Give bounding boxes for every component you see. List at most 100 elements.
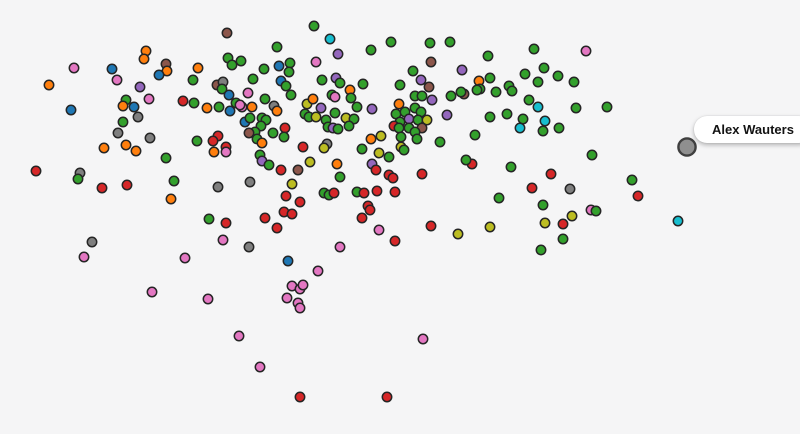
scatter-dot[interactable] xyxy=(213,101,225,113)
scatter-dot[interactable] xyxy=(280,190,292,202)
scatter-dot[interactable] xyxy=(223,89,235,101)
scatter-dot[interactable] xyxy=(201,102,213,114)
scatter-dot[interactable] xyxy=(365,44,377,56)
scatter-dot[interactable] xyxy=(120,139,132,151)
scatter-dot[interactable] xyxy=(423,81,435,93)
scatter-dot[interactable] xyxy=(506,85,518,97)
scatter-dot[interactable] xyxy=(279,122,291,134)
scatter-dot[interactable] xyxy=(98,142,110,154)
scatter-dot[interactable] xyxy=(68,62,80,74)
scatter-dot[interactable] xyxy=(130,145,142,157)
scatter-dot[interactable] xyxy=(471,84,483,96)
scatter-dot[interactable] xyxy=(381,391,393,403)
scatter-dot[interactable] xyxy=(242,87,254,99)
scatter-dot[interactable] xyxy=(566,210,578,222)
scatter-dot[interactable] xyxy=(334,241,346,253)
scatter-dot[interactable] xyxy=(226,59,238,71)
scatter-dot[interactable] xyxy=(267,127,279,139)
scatter-dot[interactable] xyxy=(365,133,377,145)
scatter-dot[interactable] xyxy=(407,65,419,77)
scatter-dot[interactable] xyxy=(283,66,295,78)
scatter-dot[interactable] xyxy=(216,83,228,95)
scatter-dot[interactable] xyxy=(537,199,549,211)
scatter-dot[interactable] xyxy=(505,161,517,173)
scatter-dot[interactable] xyxy=(281,292,293,304)
scatter-dot[interactable] xyxy=(117,116,129,128)
scatter-dot[interactable] xyxy=(580,45,592,57)
scatter-dot[interactable] xyxy=(121,179,133,191)
scatter-dot[interactable] xyxy=(358,187,370,199)
scatter-dot[interactable] xyxy=(254,361,266,373)
scatter-dot[interactable] xyxy=(538,62,550,74)
scatter-dot[interactable] xyxy=(456,64,468,76)
scatter-dot[interactable] xyxy=(411,133,423,145)
scatter-dot[interactable] xyxy=(564,183,576,195)
scatter-dot[interactable] xyxy=(393,122,405,134)
scatter-dot[interactable] xyxy=(78,251,90,263)
scatter-dot[interactable] xyxy=(271,222,283,234)
scatter-dot[interactable] xyxy=(65,104,77,116)
scatter-dot[interactable] xyxy=(385,36,397,48)
scatter-dot[interactable] xyxy=(247,73,259,85)
scatter-dot[interactable] xyxy=(373,224,385,236)
scatter-dot[interactable] xyxy=(244,176,256,188)
scatter-dot[interactable] xyxy=(343,120,355,132)
scatter-dot[interactable] xyxy=(425,56,437,68)
scatter-dot[interactable] xyxy=(117,100,129,112)
scatter-dot[interactable] xyxy=(177,95,189,107)
scatter-dot[interactable] xyxy=(86,236,98,248)
scatter-dot[interactable] xyxy=(72,173,84,185)
scatter-dot[interactable] xyxy=(234,99,246,111)
scatter-dot[interactable] xyxy=(539,217,551,229)
scatter-dot[interactable] xyxy=(601,101,613,113)
highlighted-node[interactable] xyxy=(677,137,697,157)
scatter-dot[interactable] xyxy=(243,241,255,253)
scatter-dot[interactable] xyxy=(106,63,118,75)
scatter-dot[interactable] xyxy=(271,41,283,53)
scatter-dot[interactable] xyxy=(403,113,415,125)
scatter-dot[interactable] xyxy=(421,114,433,126)
scatter-dot[interactable] xyxy=(417,333,429,345)
scatter-dot[interactable] xyxy=(244,112,256,124)
scatter-dot[interactable] xyxy=(415,74,427,86)
scatter-dot[interactable] xyxy=(532,76,544,88)
scatter-dot[interactable] xyxy=(297,279,309,291)
scatter-dot[interactable] xyxy=(672,215,684,227)
scatter-dot[interactable] xyxy=(278,131,290,143)
scatter-dot[interactable] xyxy=(294,391,306,403)
scatter-dot[interactable] xyxy=(243,127,255,139)
scatter-dot[interactable] xyxy=(351,101,363,113)
scatter-dot[interactable] xyxy=(128,101,140,113)
scatter-dot[interactable] xyxy=(111,74,123,86)
scatter-dot[interactable] xyxy=(259,212,271,224)
scatter-dot[interactable] xyxy=(484,111,496,123)
scatter-dot[interactable] xyxy=(256,137,268,149)
scatter-dot[interactable] xyxy=(259,93,271,105)
scatter-dot[interactable] xyxy=(570,102,582,114)
scatter-dot[interactable] xyxy=(331,158,343,170)
scatter-dot[interactable] xyxy=(324,33,336,45)
scatter-dot[interactable] xyxy=(143,93,155,105)
scatter-dot[interactable] xyxy=(535,244,547,256)
scatter-dot[interactable] xyxy=(416,168,428,180)
scatter-dot[interactable] xyxy=(212,181,224,193)
scatter-dot[interactable] xyxy=(263,159,275,171)
scatter-dot[interactable] xyxy=(490,86,502,98)
scatter-dot[interactable] xyxy=(132,111,144,123)
scatter-dot[interactable] xyxy=(553,122,565,134)
scatter-dot[interactable] xyxy=(312,265,324,277)
scatter-dot[interactable] xyxy=(221,27,233,39)
scatter-dot[interactable] xyxy=(373,147,385,159)
scatter-dot[interactable] xyxy=(532,101,544,113)
scatter-dot[interactable] xyxy=(389,235,401,247)
scatter-dot[interactable] xyxy=(366,103,378,115)
scatter-dot[interactable] xyxy=(632,190,644,202)
scatter-dot[interactable] xyxy=(43,79,55,91)
scatter-dot[interactable] xyxy=(517,113,529,125)
scatter-dot[interactable] xyxy=(493,192,505,204)
scatter-dot[interactable] xyxy=(217,234,229,246)
scatter-dot[interactable] xyxy=(445,90,457,102)
scatter-dot[interactable] xyxy=(328,187,340,199)
scatter-dot[interactable] xyxy=(452,228,464,240)
scatter-dot[interactable] xyxy=(30,165,42,177)
